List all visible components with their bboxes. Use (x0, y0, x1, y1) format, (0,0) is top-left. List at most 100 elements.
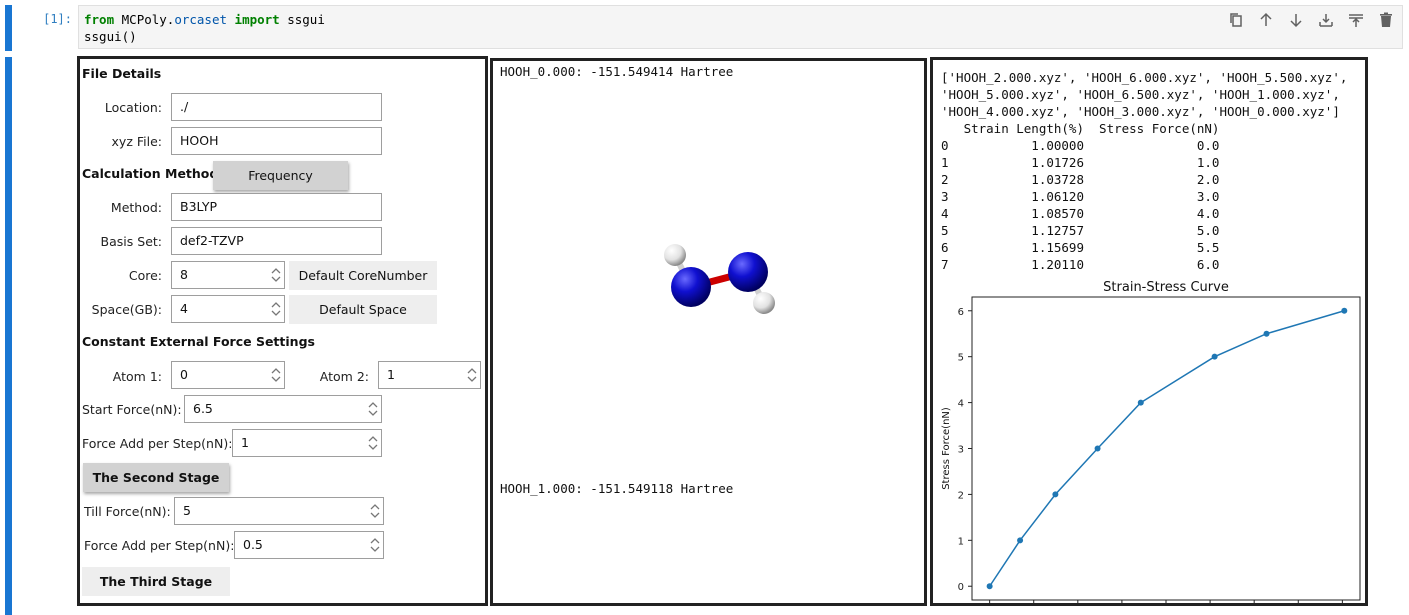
table-row: 1 1.01726 1.0 (941, 155, 1220, 170)
insert-below-icon[interactable] (1316, 10, 1336, 30)
series-line (989, 310, 1345, 587)
y-tick-label: 5 (958, 353, 964, 364)
y-tick-label: 0 (958, 582, 964, 593)
copy-icon[interactable] (1226, 10, 1246, 30)
atom1-stepper[interactable]: 0 (171, 361, 285, 389)
y-tick-label: 4 (958, 399, 964, 410)
arrow-down-icon[interactable] (1286, 10, 1306, 30)
force-step-label: Force Add per Step(nN): (82, 436, 233, 451)
space-label: Space(GB): (91, 302, 162, 317)
table-row: 7 1.20110 6.0 (941, 257, 1220, 272)
xyz-file-input[interactable]: HOOH (171, 127, 382, 155)
file-list-line-1: ['HOOH_2.000.xyz', 'HOOH_6.000.xyz', 'HO… (941, 70, 1348, 85)
import-name: ssgui (287, 12, 325, 27)
file-list-line-3: 'HOOH_4.000.xyz', 'HOOH_3.000.xyz', 'HOO… (941, 104, 1340, 119)
start-force-value: 6.5 (193, 401, 213, 416)
data-point (986, 583, 993, 590)
module-name: MCPoly (121, 12, 167, 27)
start-force-label: Start Force(nN): (82, 402, 182, 417)
table-row: 3 1.06120 3.0 (941, 189, 1220, 204)
table-row: 0 1.00000 0.0 (941, 138, 1220, 153)
hydrogen-atom-2 (753, 292, 775, 314)
atom1-value: 0 (180, 367, 188, 382)
method-input[interactable]: B3LYP (171, 193, 382, 221)
atom2-label: Atom 2: (319, 369, 369, 384)
table-header: Strain Length(%) Stress Force(nN) (941, 121, 1220, 136)
till-force-stepper[interactable]: 5 (174, 497, 384, 525)
code-line-1: from MCPoly.orcaset import ssgui (84, 12, 325, 27)
strain-stress-chart: Strain-Stress Curve01234561.0001.0251.05… (941, 280, 1361, 603)
spinner-icon[interactable] (369, 536, 381, 554)
spinner-icon[interactable] (369, 502, 381, 520)
third-stage-button[interactable]: The Third Stage (82, 567, 230, 596)
core-value: 8 (180, 267, 188, 282)
oxygen-atom-1 (671, 267, 711, 307)
location-label: Location: (104, 100, 162, 115)
y-tick-label: 6 (958, 307, 964, 318)
module-dot: . (166, 12, 175, 27)
space-value: 4 (180, 301, 188, 316)
basis-set-label: Basis Set: (100, 234, 162, 249)
table-row: 4 1.08570 4.0 (941, 206, 1220, 221)
spinner-icon[interactable] (270, 266, 282, 284)
code-editor[interactable] (78, 5, 1403, 49)
file-list-line-2: 'HOOH_5.000.xyz', 'HOOH_6.500.xyz', 'HOO… (941, 87, 1340, 102)
default-core-button[interactable]: Default CoreNumber (289, 261, 437, 290)
file-details-heading: File Details (82, 66, 162, 81)
till-force-label: Till Force(nN): (84, 504, 171, 519)
spinner-icon[interactable] (270, 300, 282, 318)
spinner-icon[interactable] (367, 434, 379, 452)
frequency-button[interactable]: Frequency (213, 161, 348, 190)
force-step2-stepper[interactable]: 0.5 (234, 531, 384, 559)
cell-prompt: [1]: (43, 12, 72, 26)
y-axis-label: Stress Force(nN) (941, 407, 952, 490)
data-point (1137, 399, 1144, 406)
data-point (1263, 330, 1270, 337)
chart-title: Strain-Stress Curve (1103, 280, 1229, 295)
data-point (1211, 353, 1218, 360)
data-point (1341, 307, 1348, 314)
till-force-value: 5 (183, 503, 191, 518)
molecule-3d-view[interactable] (640, 230, 800, 330)
keyword-from: from (84, 12, 115, 27)
table-row: 6 1.15699 5.5 (941, 240, 1220, 255)
table-row: 2 1.03728 2.0 (941, 172, 1220, 187)
y-tick-label: 2 (958, 490, 964, 501)
submodule-name: orcaset (174, 12, 228, 27)
spinner-icon[interactable] (367, 400, 379, 418)
xyz-file-label: xyz File: (111, 134, 162, 149)
hydrogen-atom-1 (664, 244, 686, 266)
core-label: Core: (128, 268, 162, 283)
y-tick-label: 1 (958, 536, 964, 547)
settings-panel (77, 56, 488, 606)
insert-above-icon[interactable] (1346, 10, 1366, 30)
oxygen-atom-2 (728, 252, 768, 292)
atom2-value: 1 (387, 367, 395, 382)
second-stage-button[interactable]: The Second Stage (83, 463, 229, 492)
trash-icon[interactable] (1376, 10, 1396, 30)
output-selection-bar[interactable] (5, 57, 12, 615)
data-point (1052, 491, 1059, 498)
atom1-label: Atom 1: (112, 369, 162, 384)
start-force-stepper[interactable]: 6.5 (184, 395, 382, 423)
plot-frame (971, 296, 1361, 601)
results-panel (930, 57, 1368, 606)
force-step-stepper[interactable]: 1 (232, 429, 382, 457)
cell-selection-bar[interactable] (5, 5, 12, 51)
arrow-up-icon[interactable] (1256, 10, 1276, 30)
data-point (1017, 537, 1024, 544)
y-tick-label: 3 (958, 445, 964, 456)
force-step-value: 1 (241, 435, 249, 450)
basis-set-input[interactable]: def2-TZVP (171, 227, 382, 255)
method-label: Method: (110, 200, 162, 215)
spinner-icon[interactable] (270, 366, 282, 384)
core-stepper[interactable]: 8 (171, 261, 285, 289)
table-row: 5 1.12757 5.0 (941, 223, 1220, 238)
spinner-icon[interactable] (466, 366, 478, 384)
default-space-button[interactable]: Default Space (289, 295, 437, 324)
location-input[interactable]: ./ (171, 93, 382, 121)
atom2-stepper[interactable]: 1 (378, 361, 481, 389)
force-step2-label: Force Add per Step(nN): (84, 538, 235, 553)
space-stepper[interactable]: 4 (171, 295, 285, 323)
energy-top-text: HOOH_0.000: -151.549414 Hartree (500, 64, 734, 79)
